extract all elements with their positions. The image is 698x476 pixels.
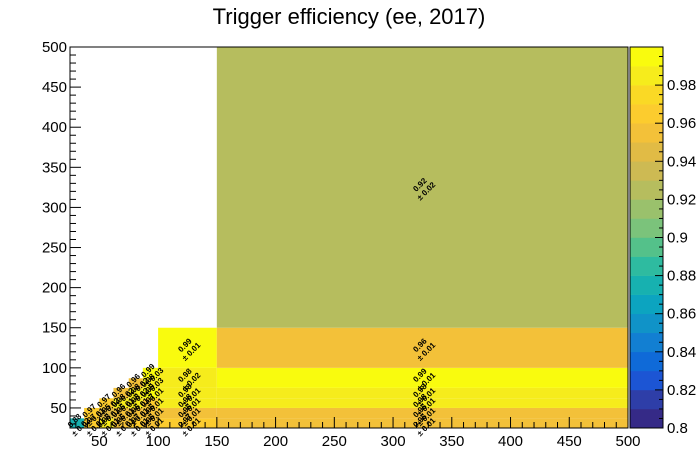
z-tick-label: 0.9 — [667, 230, 688, 247]
z-tick-label: 0.94 — [667, 153, 696, 170]
color-scale-swatch — [630, 351, 663, 372]
color-scale-swatch — [630, 389, 663, 410]
x-tick-label: 50 — [91, 433, 108, 450]
z-tick-label: 0.88 — [667, 268, 696, 285]
heatmap-cell — [158, 387, 217, 399]
color-scale-swatch — [630, 180, 663, 200]
x-tick-label: 200 — [263, 433, 288, 450]
color-scale-swatch — [630, 47, 663, 67]
color-scale-swatch — [630, 85, 663, 105]
heatmap-cell — [84, 407, 100, 419]
color-scale-swatch — [630, 104, 663, 124]
heatmap-cell — [142, 418, 159, 428]
color-scale-swatch — [630, 123, 663, 143]
x-tick-label: 300 — [381, 433, 406, 450]
y-tick-label: 200 — [42, 280, 67, 297]
heatmap-cell — [158, 407, 217, 419]
y-tick-label: 250 — [42, 240, 67, 257]
heatmap-cell — [216, 387, 628, 399]
x-tick-label: 400 — [498, 433, 523, 450]
heatmap-cell — [142, 367, 159, 379]
chart-title: Trigger efficiency (ee, 2017) — [213, 4, 486, 29]
x-tick-label: 100 — [146, 433, 171, 450]
z-tick-label: 0.82 — [667, 382, 696, 399]
heatmap-cell — [142, 398, 159, 408]
heatmap-cell — [158, 327, 217, 368]
y-tick-label: 350 — [42, 159, 67, 176]
y-axis: 50 100 150 200 250 300 350 400 450 500 — [42, 39, 81, 425]
heatmap-cell — [142, 378, 159, 388]
heatmap-cell — [216, 47, 628, 328]
color-scale-swatch — [630, 237, 663, 257]
heatmap-cell — [158, 398, 217, 408]
x-tick-label: 350 — [439, 433, 464, 450]
heatmap-cell — [99, 407, 114, 419]
color-scale-swatch — [630, 142, 663, 162]
color-scale-swatch — [630, 66, 663, 86]
heatmap-cell — [216, 407, 628, 419]
y-tick-label: 300 — [42, 199, 67, 216]
y-tick-label: 50 — [50, 400, 67, 417]
color-scale-swatch — [630, 275, 663, 295]
y-tick-label: 450 — [42, 79, 67, 96]
color-scale-swatch — [630, 218, 663, 238]
color-scale-swatch — [630, 199, 663, 219]
color-scale-swatch — [630, 161, 663, 181]
heatmap-cell — [113, 398, 129, 408]
x-tick-label: 500 — [615, 433, 640, 450]
heatmap-cell — [128, 407, 143, 419]
y-tick-label: 400 — [42, 119, 67, 136]
x-tick-label: 150 — [204, 433, 229, 450]
z-tick-label: 0.8 — [667, 420, 688, 437]
plot-frame — [69, 46, 629, 429]
heatmap-cell — [99, 418, 114, 428]
heatmap-cell — [128, 418, 143, 428]
heatmap-cells — [70, 47, 628, 428]
color-scale-swatch — [630, 294, 663, 314]
heatmap-cell — [216, 398, 628, 408]
heatmap-cell — [113, 418, 129, 428]
heatmap-cell — [113, 407, 129, 419]
x-axis: 50 100 150 200 250 300 350 400 450 500 — [75, 417, 641, 450]
heatmap-cell — [70, 418, 85, 428]
color-scale-swatch — [630, 408, 663, 429]
x-tick-label: 250 — [322, 433, 347, 450]
heatmap-cell — [216, 327, 628, 368]
heatmap-cell — [128, 378, 143, 388]
heatmap-cell — [128, 398, 143, 408]
z-tick-label: 0.86 — [667, 306, 696, 323]
z-tick-label: 0.84 — [667, 344, 696, 361]
heatmap-cell — [216, 367, 628, 388]
heatmap-cell — [216, 418, 628, 428]
heatmap-cell — [158, 418, 217, 428]
heatmap-cell — [158, 367, 217, 388]
color-scale-swatch — [630, 256, 663, 276]
color-scale-swatch — [630, 313, 663, 334]
heatmap-cell — [99, 398, 114, 408]
z-tick-label: 0.98 — [667, 77, 696, 94]
y-tick-label: 500 — [42, 39, 67, 56]
heatmap-cell — [142, 407, 159, 419]
color-scale-swatch — [630, 370, 663, 391]
z-tick-label: 0.96 — [667, 115, 696, 132]
heatmap-cell — [128, 387, 143, 399]
color-scale-bar: 0.8 0.82 0.84 0.86 0.88 0.9 0.92 0.94 0.96 0.98 — [629, 46, 696, 437]
heatmap-cell — [84, 418, 100, 428]
color-scale-swatch — [630, 332, 663, 353]
z-tick-label: 0.92 — [667, 191, 696, 208]
heatmap-cell — [113, 387, 129, 399]
cell-labels: 0.88± 0.020.97± 0.010.97± 0.010.98± 0.01… — [66, 176, 438, 438]
heatmap-cell — [142, 387, 159, 399]
x-tick-label: 450 — [557, 433, 582, 450]
y-tick-label: 150 — [42, 320, 67, 337]
y-tick-label: 100 — [42, 360, 67, 377]
